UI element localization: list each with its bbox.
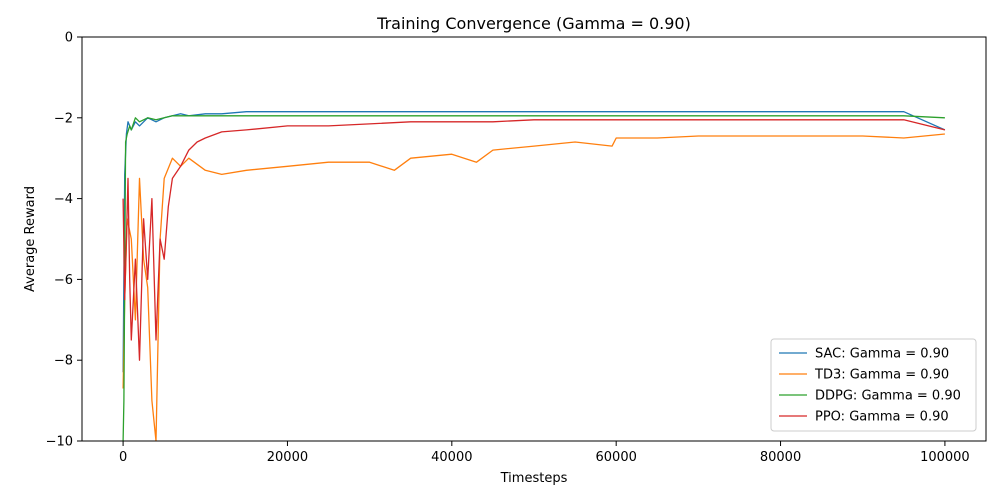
y-tick-label: −8: [54, 354, 73, 369]
x-tick-label: 0: [119, 450, 127, 465]
series-line-td3: [122, 133, 945, 441]
chart-title: Training Convergence (Gamma = 0.90): [376, 14, 691, 33]
legend-label: PPO: Gamma = 0.90: [815, 410, 949, 425]
series-line-ppo: [122, 119, 946, 361]
y-tick-label: −6: [54, 273, 73, 288]
x-tick-label: 100000: [920, 450, 970, 465]
legend: SAC: Gamma = 0.90 TD3: Gamma = 0.90 DDPG: …: [770, 338, 977, 432]
series-layer: [122, 111, 946, 441]
y-tick-label: −10: [46, 435, 73, 450]
x-tick-label: 40000: [431, 450, 472, 465]
x-axis-label: Timesteps: [500, 471, 568, 486]
series-line-ddpg: [122, 115, 945, 441]
legend-label: TD3: Gamma = 0.90: [814, 368, 949, 383]
y-tick-label: −4: [54, 192, 73, 207]
legend-label: SAC: Gamma = 0.90: [815, 347, 949, 362]
x-tick-label: 60000: [596, 450, 637, 465]
x-tick-label: 20000: [267, 450, 308, 465]
plot-frame: [81, 36, 987, 442]
y-tick-label: −2: [54, 111, 73, 126]
y-axis-label: Average Reward: [23, 186, 38, 292]
legend-label: DDPG: Gamma = 0.90: [815, 389, 961, 404]
x-tick-label: 80000: [760, 450, 801, 465]
ticks-layer: 0 20000 40000 60000 80000 100000 −10 −8 −6 −4 −2 0: [46, 31, 970, 466]
y-tick-label: 0: [65, 31, 73, 46]
legend-box: [770, 338, 977, 432]
